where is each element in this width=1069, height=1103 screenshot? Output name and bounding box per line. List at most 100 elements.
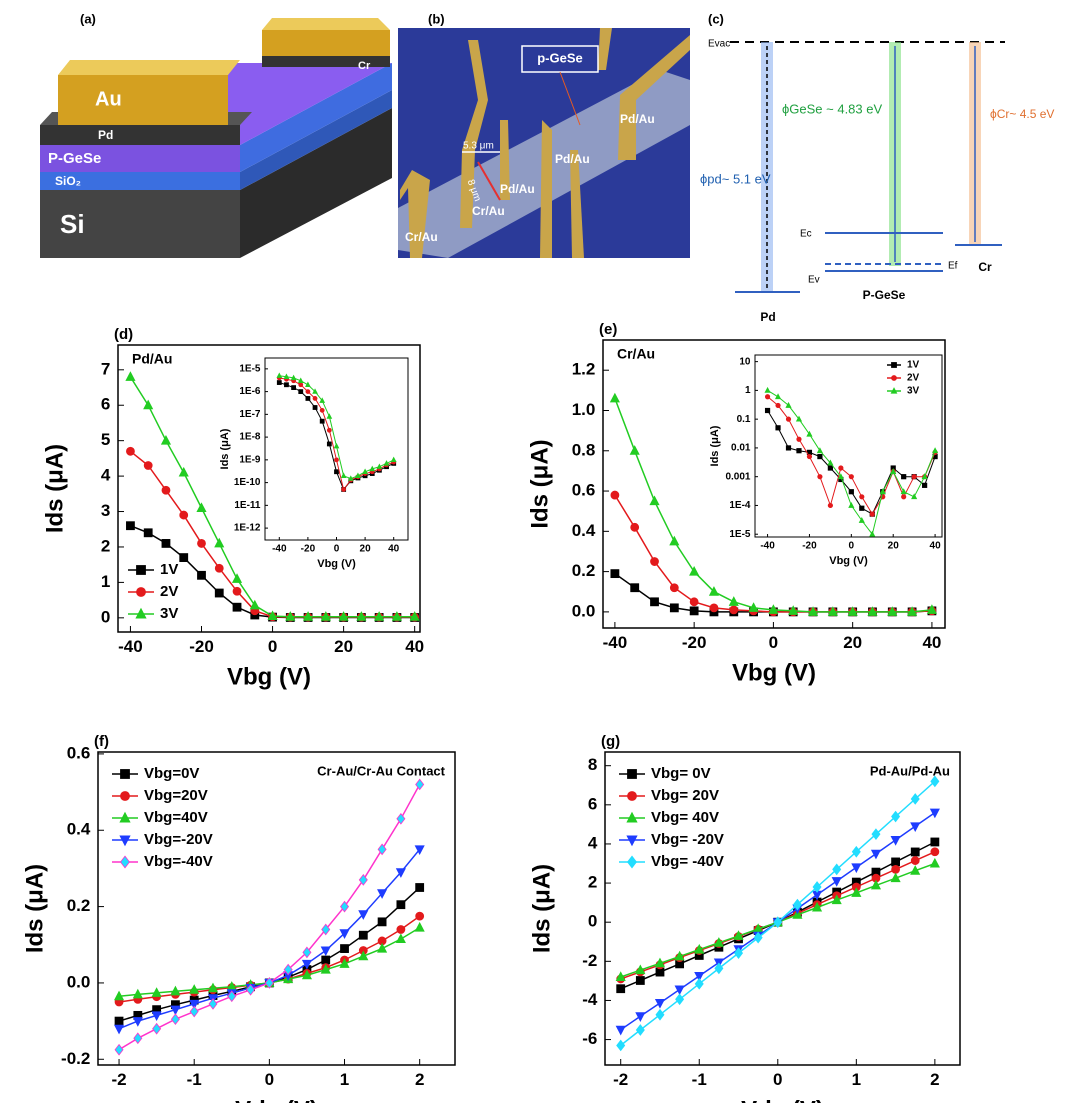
marker [376, 463, 383, 469]
marker [207, 982, 219, 993]
marker [907, 606, 918, 616]
x-tick-label: -20 [802, 541, 817, 552]
marker [305, 389, 311, 395]
marker [827, 502, 833, 509]
marker [231, 573, 243, 583]
marker [859, 505, 865, 511]
marker [125, 371, 136, 381]
marker [832, 863, 842, 876]
chart: -2 -1 0 1 2 -0.2 0.0 0.2 0.4 0.6 Vds (V) Ids (μA) (f… [21, 733, 456, 1103]
marker [319, 397, 326, 403]
y-axis-label: Ids (μA) [41, 444, 68, 533]
legend-marker [136, 565, 146, 575]
legend-label: 2V [907, 373, 920, 384]
marker [775, 425, 781, 431]
x-tick-label: 0 [268, 637, 277, 656]
marker [197, 570, 206, 580]
y-tick-label: 0.2 [67, 896, 91, 915]
x-tick-label: -1 [692, 1070, 707, 1089]
y-tick-label: -2 [582, 951, 597, 970]
sio2-front [40, 172, 240, 190]
chart: -2 -1 0 1 2 -6 -4 -2 0 2 4 6 8 Vds (V) Ids (μA) (g) Pd-A… [528, 733, 961, 1103]
work-function-label: ϕGeSe ~ 4.83 eV [782, 101, 882, 116]
marker [932, 447, 939, 454]
marker [870, 879, 882, 890]
marker [377, 889, 388, 899]
marker [901, 494, 907, 500]
marker [189, 984, 200, 994]
marker [326, 427, 332, 433]
legend-label: Vbg= 40V [651, 809, 719, 826]
marker [921, 473, 928, 480]
marker [764, 407, 771, 414]
marker [851, 863, 862, 874]
layer-label: Cr [358, 60, 371, 72]
legend-marker [626, 811, 638, 823]
cr-layer [262, 56, 390, 67]
marker [339, 958, 350, 968]
panel-c: (c) Evac ϕpd~ 5.1 eV ϕGeSe ~ 4.83 eV ϕCr… [700, 11, 1054, 324]
marker [390, 456, 397, 463]
marker [926, 604, 937, 614]
marker [851, 887, 862, 897]
x-axis-label: Vbg (V) [732, 659, 816, 686]
layer-label: SiO₂ [55, 174, 81, 188]
panel-a: (a) Au Pd P-GeSe SiO₂ Si Cr [40, 11, 392, 258]
marker [196, 502, 207, 512]
marker [630, 583, 640, 593]
y-tick-label: 0.0 [67, 972, 91, 991]
inset-chart: -40 -20 0 20 40 1E-5 1E-4 0.001 0.01 0.1 1 10 Vbg (V… [709, 354, 943, 567]
y-tick-label: 1.2 [572, 360, 596, 379]
y-tick-label: 1E-12 [234, 523, 261, 534]
marker [773, 916, 783, 929]
marker [347, 475, 354, 481]
marker [170, 1013, 180, 1026]
au-block [58, 75, 228, 125]
legend-label: Vbg= 20V [651, 787, 719, 804]
marker [290, 374, 297, 381]
y-axis-label: Ids (μA) [528, 864, 555, 953]
marker [334, 457, 339, 463]
marker [792, 898, 802, 911]
marker [615, 1025, 626, 1036]
x-tick-label: -2 [111, 1070, 126, 1089]
x-tick-label: 0 [265, 1070, 274, 1089]
marker [669, 535, 680, 546]
marker [338, 611, 349, 621]
marker [326, 441, 332, 447]
marker [764, 386, 771, 393]
marker [795, 415, 803, 422]
marker [178, 466, 189, 477]
marker [669, 603, 679, 613]
y-tick-label: 5 [101, 430, 110, 449]
marker [890, 836, 901, 846]
marker [369, 465, 376, 472]
marker [674, 950, 685, 961]
marker [113, 1024, 125, 1035]
marker [768, 604, 779, 614]
y-tick-label: 0.6 [67, 743, 91, 762]
marker [305, 381, 311, 387]
y-tick-label: -6 [582, 1029, 597, 1048]
marker [610, 490, 620, 500]
marker [396, 812, 406, 825]
marker [910, 793, 920, 805]
layer-label: Au [95, 88, 122, 110]
y-tick-label: 1E-8 [239, 432, 261, 443]
marker [396, 900, 406, 910]
marker [415, 911, 425, 921]
electrode [540, 120, 552, 258]
marker [151, 987, 162, 997]
marker [788, 605, 799, 615]
x-axis-label: Vds (V) [741, 1096, 824, 1103]
si-side [240, 108, 392, 258]
marker [283, 373, 290, 379]
marker [910, 856, 920, 865]
marker [143, 528, 153, 538]
marker [395, 868, 406, 878]
marker [333, 442, 340, 449]
material-label: P-GeSe [863, 288, 906, 302]
legend-label: 3V [907, 386, 920, 397]
si-front [40, 190, 240, 258]
marker [867, 606, 878, 616]
